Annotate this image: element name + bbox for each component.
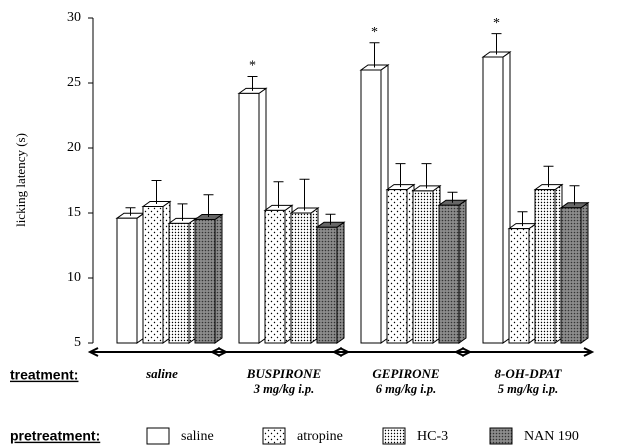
bar-side xyxy=(336,221,345,344)
legend-swatch xyxy=(489,427,513,445)
error-bar xyxy=(151,180,162,204)
bar-side xyxy=(214,213,223,344)
bar xyxy=(360,69,382,344)
error-bar xyxy=(491,33,502,55)
bar xyxy=(264,209,286,344)
y-tick-label: 25 xyxy=(67,75,81,90)
bar xyxy=(438,204,460,344)
x-tick-label: 8-OH-DPAT xyxy=(495,366,563,381)
legend-label: HC-3 xyxy=(417,429,448,444)
bar xyxy=(142,206,164,344)
error-bar xyxy=(421,163,432,189)
error-bar xyxy=(395,163,406,188)
bar xyxy=(316,226,338,344)
bar xyxy=(508,228,530,344)
error-bar xyxy=(447,191,458,203)
x-tick-label: BUSPIRONE xyxy=(246,366,322,381)
y-tick-label: 30 xyxy=(67,10,81,25)
y-tick-label: 5 xyxy=(74,335,81,350)
significance-marker: * xyxy=(249,59,256,74)
bar xyxy=(168,222,190,344)
error-bar xyxy=(369,42,380,68)
bar xyxy=(116,217,138,344)
legend-swatch xyxy=(262,427,286,445)
bar xyxy=(560,207,582,344)
x-axis-label: treatment: xyxy=(10,367,78,383)
bar-side xyxy=(458,199,467,344)
legend-swatch xyxy=(146,427,170,445)
treatment-arrow xyxy=(453,347,595,357)
bar xyxy=(290,212,312,344)
treatment-arrow xyxy=(209,347,351,357)
error-bar xyxy=(203,194,214,217)
legend-title: pretreatment: xyxy=(10,428,100,444)
legend-label: atropine xyxy=(297,429,343,444)
error-bar xyxy=(125,207,136,216)
bar-side xyxy=(580,201,589,344)
x-tick-label: 5 mg/kg i.p. xyxy=(498,382,558,396)
bar xyxy=(386,189,408,344)
error-bar xyxy=(273,181,284,208)
error-bar xyxy=(543,165,554,188)
significance-marker: * xyxy=(493,16,500,31)
error-bar xyxy=(569,185,580,206)
error-bar xyxy=(177,203,188,221)
bar xyxy=(194,219,216,344)
error-bar xyxy=(517,211,528,227)
bar xyxy=(238,92,260,344)
legend-label: NAN 190 xyxy=(524,429,579,444)
x-tick-label: saline xyxy=(145,366,178,381)
error-bar xyxy=(325,213,336,225)
y-tick-label: 10 xyxy=(67,270,81,285)
y-tick-label: 15 xyxy=(67,205,81,220)
significance-marker: * xyxy=(371,25,378,40)
y-axis-label: licking latency (s) xyxy=(13,133,28,227)
legend-swatch xyxy=(382,427,406,445)
bar xyxy=(534,189,556,344)
treatment-arrow xyxy=(87,347,229,357)
bar xyxy=(412,190,434,344)
x-tick-label: GEPIRONE xyxy=(372,366,440,381)
error-bar xyxy=(247,76,258,91)
x-tick-label: 6 mg/kg i.p. xyxy=(376,382,436,396)
bar xyxy=(482,56,504,344)
treatment-arrow xyxy=(331,347,473,357)
x-tick-label: 3 mg/kg i.p. xyxy=(253,382,314,396)
y-tick-label: 20 xyxy=(67,140,81,155)
error-bar xyxy=(299,178,310,211)
legend-label: saline xyxy=(181,429,214,444)
